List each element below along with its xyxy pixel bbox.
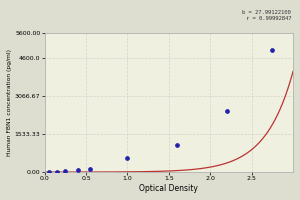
Point xyxy=(55,170,59,173)
X-axis label: Optical Density: Optical Density xyxy=(140,184,198,193)
Y-axis label: Human FBN1 concentration (pg/ml): Human FBN1 concentration (pg/ml) xyxy=(7,49,12,156)
Point xyxy=(63,170,68,173)
Point xyxy=(270,49,275,52)
Point xyxy=(175,143,179,146)
Point xyxy=(125,156,130,159)
Point xyxy=(224,110,229,113)
Text: b = 27.99122100
r = 0.99992847: b = 27.99122100 r = 0.99992847 xyxy=(242,10,291,21)
Point xyxy=(88,167,93,170)
Point xyxy=(46,171,51,174)
Point xyxy=(75,169,80,172)
